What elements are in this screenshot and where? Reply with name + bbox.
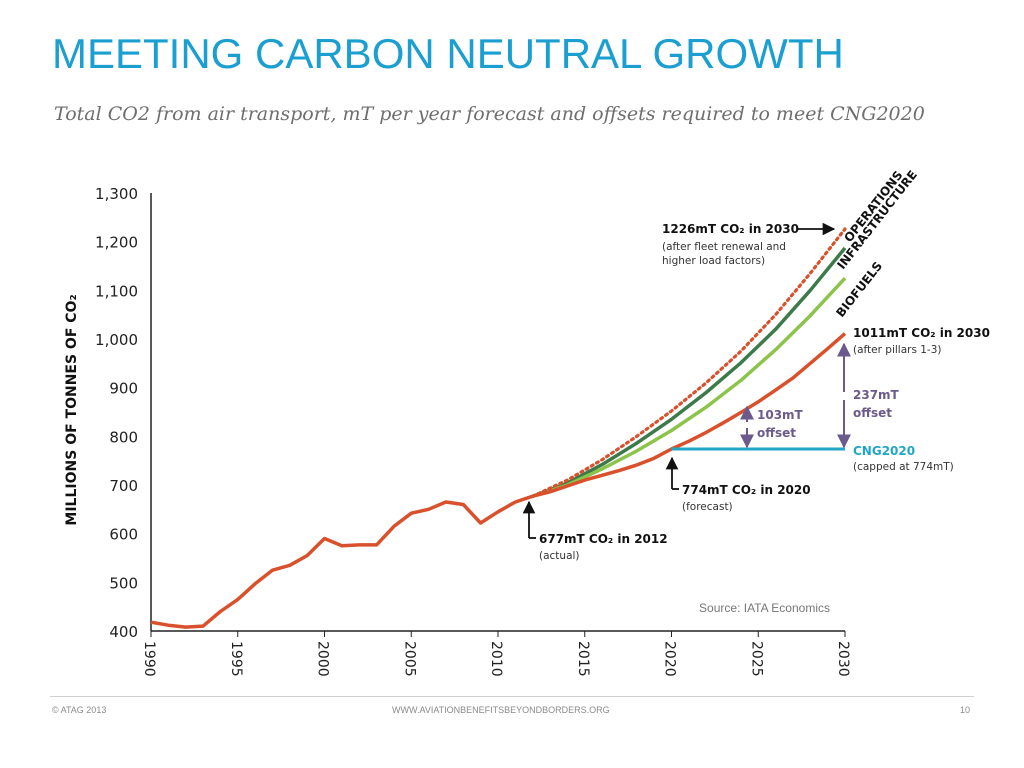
series-line-operations xyxy=(531,227,847,498)
annotation-1226: 1226mT CO₂ in 2030 (after fleet renewal … xyxy=(662,222,836,267)
y-axis-label: MILLIONS OF TONNES OF CO₂ xyxy=(64,294,80,525)
y-tick-label: 800 xyxy=(109,428,138,446)
offset-103-label-1: 103mT xyxy=(757,408,804,422)
page-subtitle: Total CO2 from air transport, mT per yea… xyxy=(54,103,925,125)
offset-237-label-2: offset xyxy=(853,406,892,420)
y-tick-label: 700 xyxy=(109,477,138,495)
page-title: MEETING CARBON NEUTRAL GROWTH xyxy=(52,30,844,77)
x-tick-label: 2010 xyxy=(488,641,504,677)
y-tick-label: 1,100 xyxy=(95,282,138,300)
x-tick-label: 1990 xyxy=(141,641,157,677)
y-tick-label: 1,300 xyxy=(95,185,138,203)
offset-103: 103mT offset xyxy=(740,405,804,449)
co2-forecast-chart: 400 500 600 700 800 900 1,000 1,100 1,200 1,300 1… xyxy=(64,168,990,677)
cng2020-label: CNG2020 xyxy=(853,444,915,458)
series-lines xyxy=(150,227,847,629)
x-tick-label: 1995 xyxy=(228,641,244,677)
x-tick-label: 2030 xyxy=(835,641,851,677)
annotation-774: 774mT CO₂ in 2020 (forecast) xyxy=(665,456,811,513)
offset-237: 237mT offset xyxy=(837,342,900,449)
x-tick-label: 2025 xyxy=(748,641,764,677)
annotation-1226-note1: (after fleet renewal and xyxy=(662,241,786,253)
annotation-cng2020: CNG2020 (capped at 774mT) xyxy=(853,444,954,473)
y-tick-label: 500 xyxy=(109,574,138,592)
footer-copyright: © ATAG 2013 xyxy=(52,705,107,715)
annotation-1011-title: 1011mT CO₂ in 2030 xyxy=(853,326,990,340)
annotation-677: 677mT CO₂ in 2012 (actual) xyxy=(522,500,668,562)
x-tick-label: 2000 xyxy=(315,641,331,677)
series-label-infrastructure: INFRASTRUCTURE xyxy=(834,168,920,272)
footer-page-number: 10 xyxy=(960,705,971,715)
series-line-infrastructure xyxy=(532,246,847,498)
offset-103-label-2: offset xyxy=(757,426,796,440)
annotation-1226-note2: higher load factors) xyxy=(662,255,765,267)
y-tick-label: 900 xyxy=(109,380,138,398)
annotation-1011: 1011mT CO₂ in 2030 (after pillars 1-3) xyxy=(853,326,990,356)
footer-website-link[interactable]: WWW.AVIATIONBENEFITSBEYONDBORDERS.ORG xyxy=(392,705,610,715)
annotation-1226-title: 1226mT CO₂ in 2030 xyxy=(662,222,799,236)
annotation-677-note: (actual) xyxy=(539,550,580,562)
footer-divider xyxy=(50,696,974,697)
annotation-774-note: (forecast) xyxy=(682,501,733,513)
offset-237-label-1: 237mT xyxy=(853,388,900,402)
cng2020-note: (capped at 774mT) xyxy=(853,461,954,473)
y-tick-labels: 400 500 600 700 800 900 1,000 1,100 1,200 1,300 xyxy=(95,185,138,641)
x-tick-label: 2020 xyxy=(662,641,678,677)
chart-source: Source: IATA Economics xyxy=(699,601,830,615)
annotation-774-title: 774mT CO₂ in 2020 xyxy=(682,483,811,497)
x-tick-label: 2015 xyxy=(575,641,591,677)
y-tick-label: 1,200 xyxy=(95,234,138,252)
series-line-actual xyxy=(150,332,847,629)
annotation-677-title: 677mT CO₂ in 2012 xyxy=(539,532,668,546)
x-tick-labels: 1990 1995 2000 2005 2010 2015 2020 2025 2030 xyxy=(141,631,851,677)
y-tick-label: 1,000 xyxy=(95,331,138,349)
x-tick-label: 2005 xyxy=(401,641,417,677)
annotation-1011-note: (after pillars 1-3) xyxy=(853,344,942,356)
series-line-biofuels xyxy=(532,277,847,498)
y-tick-label: 600 xyxy=(109,526,138,544)
y-tick-label: 400 xyxy=(109,623,138,641)
